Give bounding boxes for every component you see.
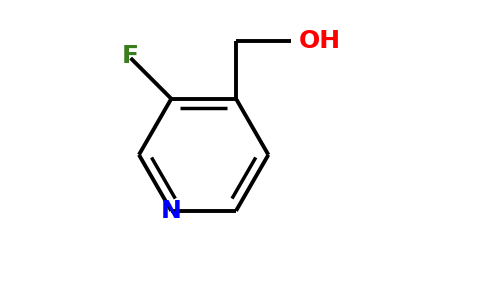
Text: F: F [122, 44, 139, 68]
Text: OH: OH [298, 29, 340, 53]
Text: N: N [161, 199, 182, 223]
